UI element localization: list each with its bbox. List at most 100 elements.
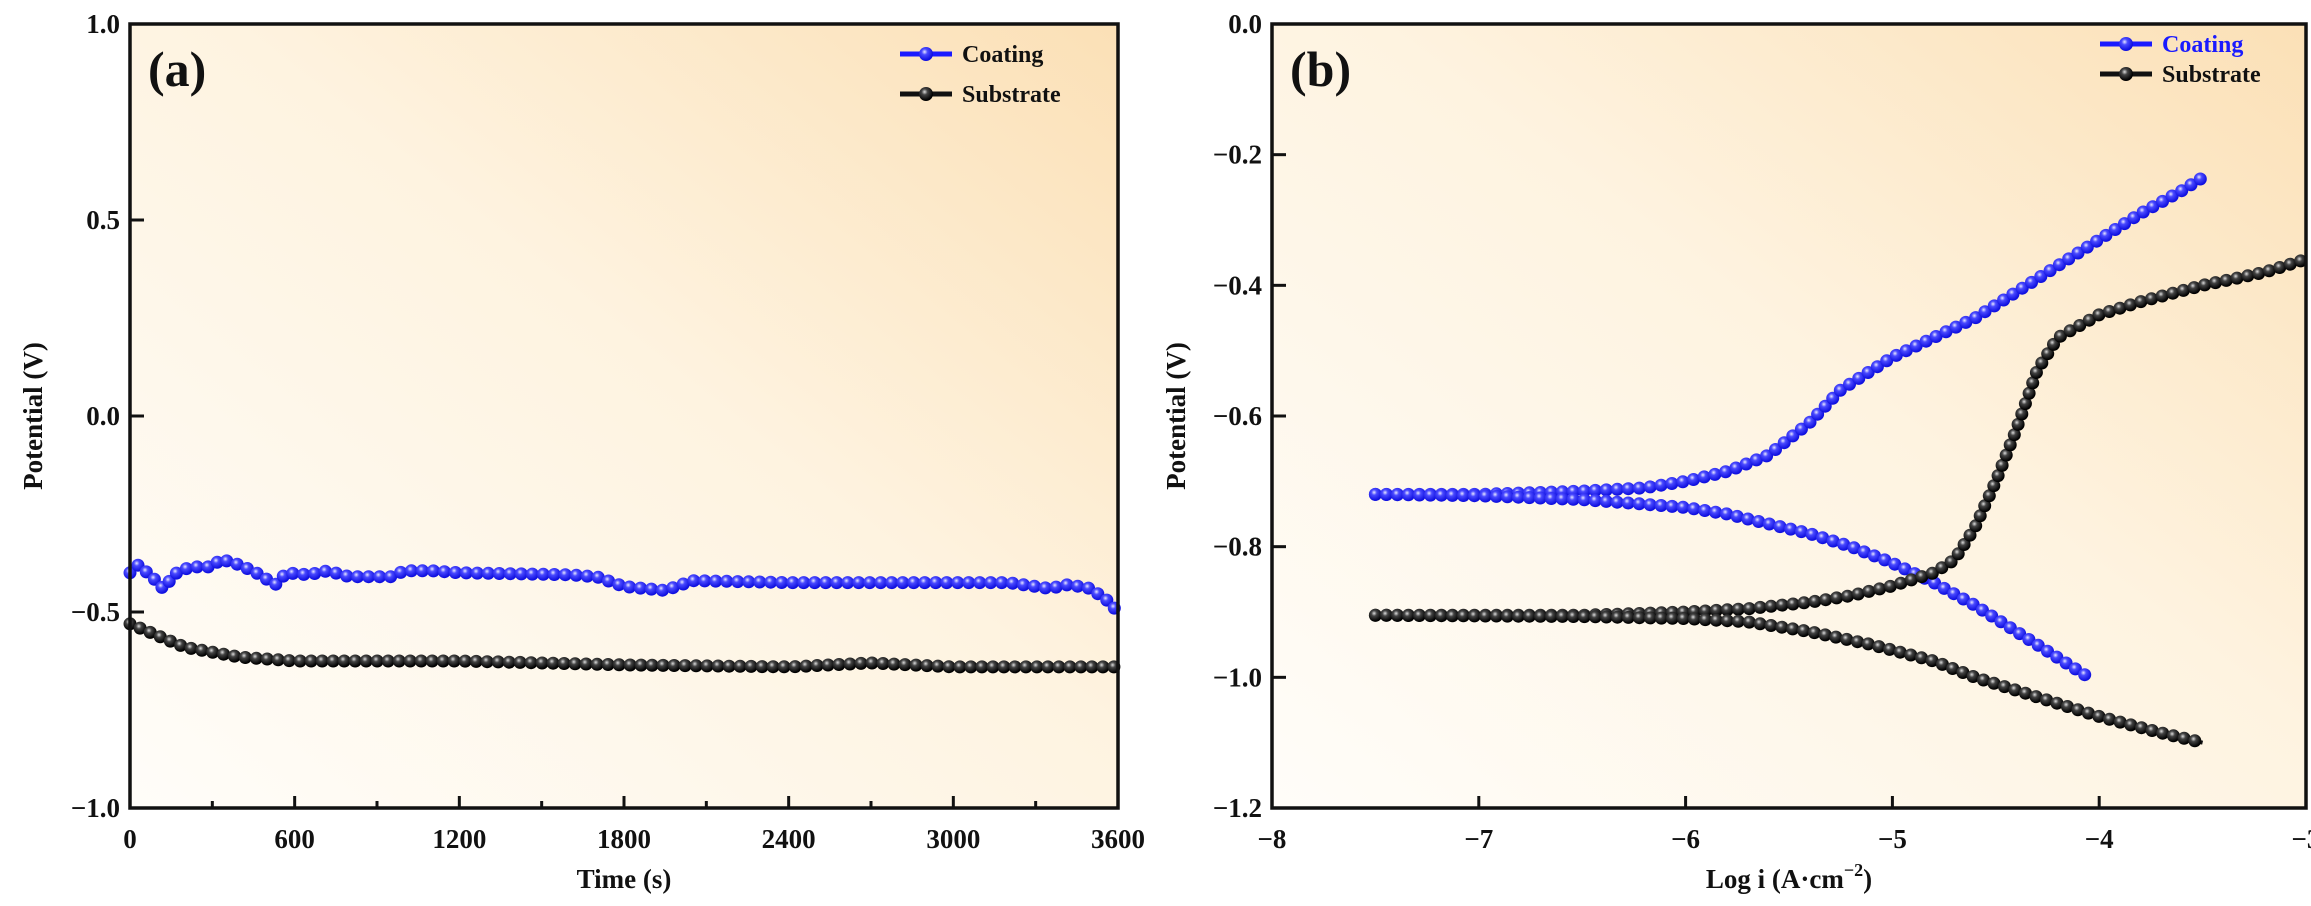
x-tick-label: 1800 [597, 824, 651, 854]
data-point-coating [1533, 491, 1547, 505]
data-point-coating [2022, 633, 2036, 646]
data-point-coating [179, 562, 193, 576]
data-point-coating [230, 557, 244, 571]
data-point-substrate [832, 658, 846, 671]
data-point-substrate [1063, 660, 1077, 674]
data-point-coating [797, 576, 811, 590]
data-point-substrate [1610, 610, 1624, 624]
y-tick-label: −0.6 [1213, 401, 1262, 431]
legend-label-substrate: Substrate [962, 82, 1061, 108]
data-point-coating [2071, 246, 2085, 260]
data-point-coating [1038, 581, 1052, 595]
data-point-coating [1898, 562, 1912, 576]
data-point-coating [720, 574, 734, 588]
data-point-substrate [623, 658, 637, 672]
data-point-substrate [898, 658, 912, 672]
data-point-coating [2031, 638, 2045, 652]
data-point-coating [1870, 360, 1884, 374]
data-point-substrate [1904, 648, 1918, 662]
data-point-coating [340, 569, 354, 583]
data-point-substrate [2219, 273, 2233, 287]
x-axis-title-superscript: −2 [1844, 860, 1863, 880]
data-point-substrate [953, 660, 967, 674]
data-point-coating [1837, 537, 1851, 551]
data-point-substrate [2166, 729, 2180, 743]
data-point-coating [1909, 339, 1923, 353]
data-point-coating [1511, 490, 1525, 504]
panel-label: (a) [148, 41, 206, 97]
data-point-substrate [2188, 734, 2202, 748]
legend-label-coating: Coating [962, 42, 1043, 68]
x-axis-title-text: Time (s) [577, 864, 672, 894]
data-point-substrate [986, 660, 1000, 674]
data-point-coating [503, 567, 517, 581]
data-point-coating [1937, 581, 1951, 595]
data-point-coating [1632, 481, 1646, 495]
data-point-coating [951, 576, 965, 590]
data-point-substrate [2156, 726, 2170, 740]
x-tick-label: −7 [1464, 824, 1493, 854]
data-point-coating [1794, 525, 1808, 539]
data-point-substrate [227, 649, 241, 663]
data-point-substrate [414, 654, 428, 668]
x-tick-label: 1200 [432, 824, 486, 854]
data-point-substrate [1840, 632, 1854, 646]
data-point-coating [1588, 483, 1602, 497]
data-point-coating [1997, 293, 2011, 307]
data-point-substrate [2007, 428, 2021, 442]
legend-marker-coating [919, 47, 933, 61]
data-point-coating [1939, 325, 1953, 339]
data-point-coating [602, 574, 615, 588]
data-point-substrate [2050, 696, 2064, 710]
data-point-coating [2062, 252, 2076, 266]
legend-marker-substrate [2119, 67, 2133, 81]
data-point-coating [297, 567, 311, 581]
data-point-substrate [1797, 624, 1811, 638]
data-point-coating [286, 566, 300, 580]
data-point-substrate [942, 660, 956, 674]
data-point-coating [612, 578, 626, 592]
data-point-coating [1985, 609, 1999, 623]
data-point-substrate [217, 647, 231, 661]
y-tick-label: 0.0 [86, 401, 120, 431]
data-point-substrate [163, 634, 177, 648]
data-point-substrate [153, 630, 167, 644]
data-point-substrate [1982, 489, 1996, 503]
data-point-coating [547, 568, 561, 581]
data-point-substrate [469, 654, 483, 668]
data-point-coating [1555, 492, 1569, 506]
data-point-coating [1719, 465, 1733, 479]
data-point-substrate [1808, 594, 1822, 608]
data-point-substrate [293, 654, 307, 668]
data-point-coating [1368, 487, 1382, 501]
data-point-coating [1994, 615, 2008, 629]
data-point-coating [1577, 493, 1591, 507]
data-point-substrate [1511, 609, 1525, 623]
data-point-coating [742, 575, 756, 589]
data-point-coating [2043, 264, 2057, 278]
data-point-substrate [1621, 610, 1635, 624]
data-point-substrate [1588, 610, 1602, 624]
data-point-substrate [1753, 617, 1767, 631]
data-point-substrate [1969, 519, 1983, 533]
data-point-coating [1878, 553, 1892, 567]
x-tick-label: −5 [1878, 824, 1907, 854]
data-point-substrate [1775, 620, 1789, 634]
data-point-coating [1730, 509, 1744, 523]
data-point-coating [863, 576, 877, 590]
data-point-coating [1676, 500, 1690, 514]
data-point-substrate [2029, 690, 2043, 704]
data-point-substrate [1008, 660, 1022, 674]
data-point-substrate [1861, 637, 1875, 651]
data-point-coating [1720, 507, 1733, 521]
data-point-coating [753, 575, 767, 589]
data-point-substrate [2262, 264, 2276, 278]
data-point-coating [1741, 512, 1755, 526]
data-point-coating [973, 576, 987, 590]
data-point-substrate [579, 657, 593, 671]
data-point-substrate [1978, 499, 1992, 513]
data-point-substrate [1500, 609, 1514, 623]
data-point-substrate [2040, 693, 2053, 707]
data-point-coating [1752, 515, 1766, 528]
data-point-coating [830, 576, 844, 590]
